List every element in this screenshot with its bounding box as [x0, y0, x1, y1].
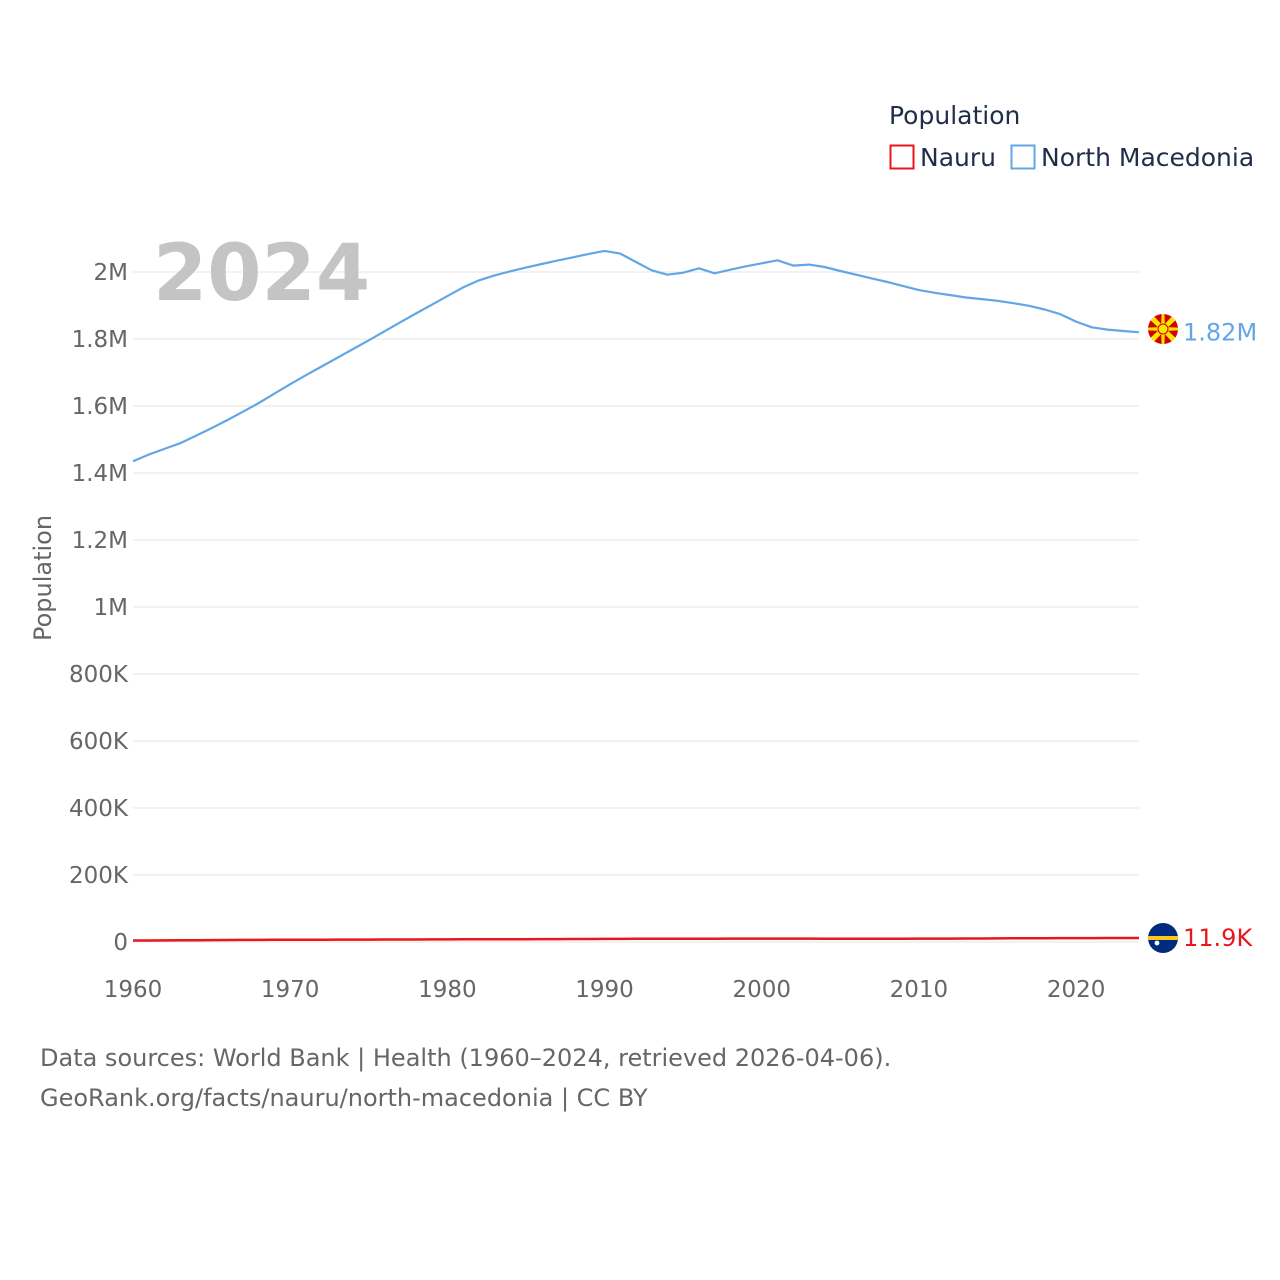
x-axis-ticks: 1960 1970 1980 1990 2000 2010 2020 [104, 977, 1106, 1003]
legend-swatch-north-macedonia[interactable] [1010, 144, 1036, 170]
y-tick-label: 800K [69, 662, 129, 688]
y-tick-label: 1.8M [72, 327, 128, 353]
end-label-nauru: 11.9K [1183, 924, 1253, 952]
end-label-north-macedonia: 1.82M [1183, 318, 1257, 346]
legend: Population Nauru North Macedonia [889, 101, 1254, 172]
y-axis-ticks: 0 200K 400K 600K 800K 1M 1.2M 1.4M 1.6M 1.8M 2M [69, 260, 129, 956]
legend-swatch-nauru[interactable] [889, 144, 915, 170]
series-lines [132, 249, 1140, 942]
x-tick-label: 2010 [890, 977, 949, 1003]
y-axis-label: Population [29, 515, 57, 641]
nauru-flag-icon [1148, 923, 1178, 953]
y-tick-label: 0 [113, 930, 128, 956]
x-tick-label: 1970 [261, 977, 320, 1003]
y-tick-label: 600K [69, 729, 129, 755]
series-end-labels: 11.9K 1.82M [1183, 318, 1257, 952]
x-tick-label: 1980 [418, 977, 477, 1003]
x-tick-label: 2000 [732, 977, 791, 1003]
x-tick-label: 2020 [1047, 977, 1106, 1003]
y-tick-label: 400K [69, 796, 129, 822]
y-tick-label: 200K [69, 863, 129, 889]
y-tick-label: 1.6M [72, 394, 128, 420]
y-tick-label: 2M [94, 260, 128, 286]
north-macedonia-flag-icon [1148, 314, 1178, 344]
legend-label-nauru[interactable]: Nauru [920, 143, 996, 172]
grid-lines [133, 271, 1139, 943]
footer-source-line: Data sources: World Bank | Health (1960–… [40, 1044, 892, 1072]
series-line-nauru[interactable] [133, 936, 1139, 942]
footer-url-line[interactable]: GeoRank.org/facts/nauru/north-macedonia … [40, 1084, 648, 1112]
x-tick-label: 1990 [575, 977, 634, 1003]
legend-label-north-macedonia[interactable]: North Macedonia [1041, 143, 1254, 172]
year-label: 2024 [153, 229, 370, 319]
series-line-north-macedonia[interactable] [132, 249, 1140, 463]
legend-title: Population [889, 101, 1020, 130]
x-tick-label: 1960 [104, 977, 163, 1003]
y-tick-label: 1.4M [72, 461, 128, 487]
y-tick-label: 1.2M [72, 528, 128, 554]
y-tick-label: 1M [94, 595, 128, 621]
